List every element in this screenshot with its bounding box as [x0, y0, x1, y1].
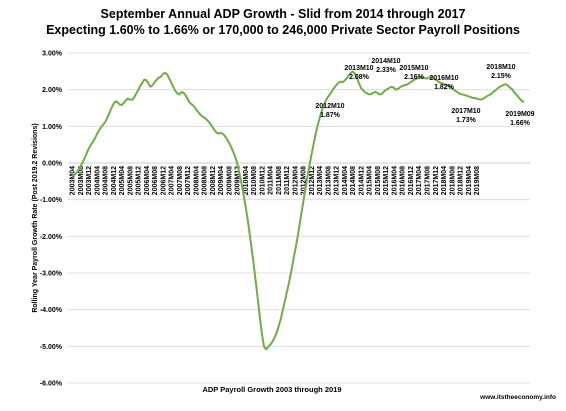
x-tick-label: 2012M08: [301, 166, 308, 195]
y-tick-label: 0.00%: [42, 161, 63, 168]
x-tick-label: 2015M08: [375, 166, 382, 195]
annotation-value: 1.82%: [434, 84, 455, 91]
y-tick-label: 2.00%: [42, 87, 63, 94]
y-tick-label: -2.00%: [40, 234, 63, 241]
x-tick-label: 2016M12: [408, 166, 415, 195]
annotation-date: 2017M10: [451, 108, 480, 115]
x-tick-label: 2016M04: [391, 166, 398, 195]
x-tick-label: 2011M08: [276, 166, 283, 195]
y-tick-label: 3.00%: [42, 51, 63, 58]
x-tick-label: 2018M12: [458, 166, 465, 195]
x-tick-label: 2019M04: [466, 166, 473, 195]
chart-subtitle: Expecting 1.60% to 1.66% or 170,000 to 2…: [46, 23, 520, 37]
x-tick-label: 2008M04: [193, 166, 200, 195]
x-tick-label: 2014M08: [350, 166, 357, 195]
x-tick-label: 2009M08: [226, 166, 233, 195]
annotation-date: 2013M10: [344, 65, 373, 72]
x-tick-label: 2018M08: [449, 166, 456, 195]
annotation-value: 1.73%: [456, 117, 477, 124]
x-tick-label: 2004M12: [111, 166, 118, 195]
annotation-value: 2.08%: [349, 74, 370, 81]
x-tick-label: 2005M12: [136, 166, 143, 195]
y-tick-label: -3.00%: [40, 271, 63, 278]
annotation-value: 1.87%: [320, 112, 341, 119]
x-tick-label: 2009M04: [218, 166, 225, 195]
x-tick-label: 2006M08: [152, 166, 159, 195]
x-tick-label: 2010M12: [259, 166, 266, 195]
x-tick-label: 2012M04: [292, 166, 299, 195]
annotations: 2012M10 1.87% 2013M10 2.08% 2014M10 2.33% 2015…: [315, 58, 534, 127]
source-credit: www.itstheeconomy.info: [479, 394, 556, 401]
series-line: [71, 70, 525, 351]
x-tick-label: 2012M12: [309, 166, 316, 195]
x-tick-label: 2003M08: [78, 166, 85, 195]
x-tick-label: 2015M12: [383, 166, 390, 195]
x-tick-label: 2013M12: [334, 166, 341, 195]
x-tick-label: 2011M04: [268, 166, 275, 195]
x-tick-label: 2015M04: [367, 166, 374, 195]
y-axis-ticks: 3.00% 2.00% 1.00% 0.00% -1.00% -2.00% -3.00% -4…: [40, 51, 63, 388]
x-tick-label: 2017M08: [424, 166, 431, 195]
x-tick-label: 2004M08: [103, 166, 110, 195]
x-tick-label: 2007M04: [169, 166, 176, 195]
x-tick-label: 2019M08: [474, 166, 481, 195]
annotation-date: 2014M10: [371, 58, 400, 65]
x-tick-label: 2013M04: [317, 166, 324, 195]
annotation-value: 1.66%: [510, 120, 531, 127]
x-tick-label: 2007M12: [185, 166, 192, 195]
x-tick-label: 2017M04: [416, 166, 423, 195]
x-tick-label: 2010M04: [243, 166, 250, 195]
annotation-date: 2018M10: [486, 64, 515, 71]
y-tick-label: -6.00%: [40, 381, 63, 388]
x-tick-label: 2018M04: [441, 166, 448, 195]
annotation-value: 2.16%: [404, 74, 425, 81]
x-tick-label: 2005M04: [119, 166, 126, 195]
x-tick-label: 2005M08: [127, 166, 134, 195]
series-layer: [71, 70, 525, 351]
x-axis-label: ADP Payroll Growth 2003 through 2019: [202, 385, 341, 394]
x-tick-label: 2010M08: [251, 166, 258, 195]
x-tick-label: 2006M12: [160, 166, 167, 195]
chart-title: September Annual ADP Growth - Slid from …: [100, 7, 466, 21]
x-tick-label: 2011M12: [284, 166, 291, 195]
y-tick-label: 1.00%: [42, 124, 63, 131]
x-axis-ticks: 2003M04 2003M08 2003M12 2004M04 2004M08 2004M…: [70, 166, 482, 195]
annotation-value: 2.15%: [491, 73, 512, 80]
annotation-date: 2012M10: [315, 103, 344, 110]
annotation-date: 2016M10: [429, 75, 458, 82]
gridlines: [68, 52, 530, 384]
x-tick-label: 2004M04: [94, 166, 101, 195]
x-tick-label: 2003M04: [70, 166, 77, 195]
x-tick-label: 2003M12: [86, 166, 93, 195]
x-tick-label: 2017M12: [433, 166, 440, 195]
y-tick-label: -1.00%: [40, 197, 63, 204]
annotation-date: 2019M09: [505, 111, 534, 118]
y-axis-label: Rolling Year Payroll Growth Rate (Post 2…: [32, 123, 39, 312]
annotation-date: 2015M10: [399, 65, 428, 72]
x-tick-label: 2014M04: [342, 166, 349, 195]
x-tick-label: 2008M08: [202, 166, 209, 195]
x-tick-label: 2009M12: [235, 166, 242, 195]
x-tick-label: 2014M12: [358, 166, 365, 195]
y-tick-label: -4.00%: [40, 307, 63, 314]
y-tick-label: -5.00%: [40, 344, 63, 351]
annotation-value: 2.33%: [376, 67, 397, 74]
x-tick-label: 2013M08: [325, 166, 332, 195]
x-tick-label: 2006M04: [144, 166, 151, 195]
x-tick-label: 2007M08: [177, 166, 184, 195]
x-tick-label: 2008M12: [210, 166, 217, 195]
x-tick-label: 2016M08: [400, 166, 407, 195]
